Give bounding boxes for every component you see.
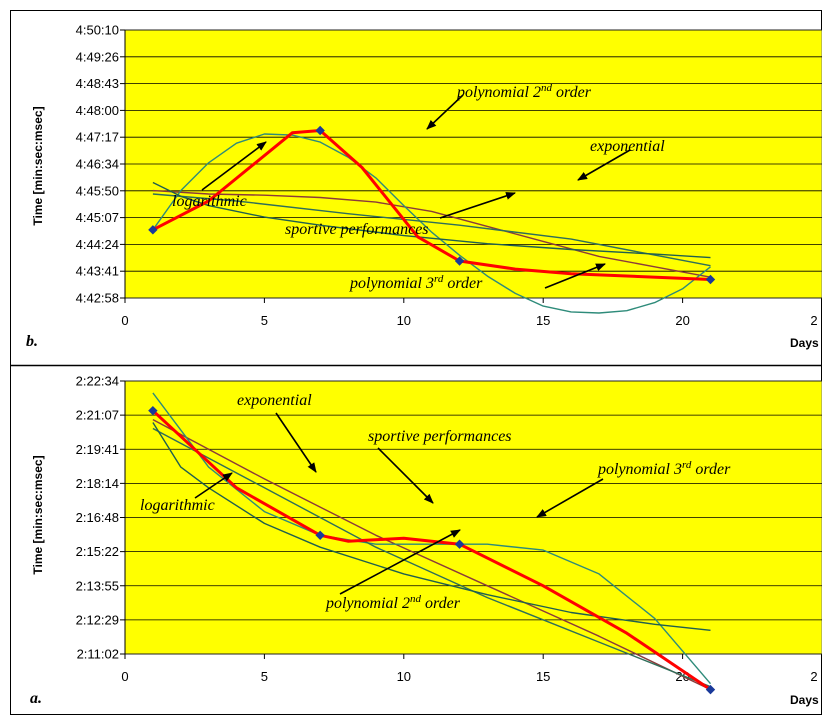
y-tick-label: 2:15:22 — [76, 544, 119, 559]
x-tick-label: 0 — [121, 669, 128, 684]
annotation-arrow — [339, 529, 461, 595]
annotation-label: exponential — [590, 138, 665, 155]
annotation-label: exponential — [237, 392, 312, 409]
annotation-arrow — [426, 94, 464, 130]
x-tick-label: 20 — [675, 313, 689, 328]
x-axis-label: Days — [790, 336, 819, 350]
y-tick-label: 4:47:17 — [76, 130, 119, 145]
annotation-label: logarithmic — [172, 193, 247, 210]
series-line-exponential — [152, 427, 711, 688]
y-tick-label: 2:18:14 — [76, 476, 119, 491]
annotation-arrow — [194, 472, 233, 499]
annotation-arrow — [377, 447, 434, 504]
y-axis-label: Time [min:sec:msec] — [31, 455, 45, 574]
annotation-label: polynomial 2nd order — [456, 82, 592, 101]
y-tick-label: 2:16:48 — [76, 510, 119, 525]
y-tick-label: 2:13:55 — [76, 578, 119, 593]
x-tick-label: 15 — [536, 313, 550, 328]
data-point-marker — [315, 125, 325, 136]
data-point-marker — [148, 225, 158, 235]
series-line-sportive-performances — [151, 409, 712, 691]
y-tick-label: 4:50:10 — [76, 23, 119, 38]
series-line-polynomial-2nd-order — [152, 418, 711, 691]
panel-label: b. — [26, 333, 38, 350]
x-tick-label: 2 — [810, 669, 817, 684]
y-tick-label: 4:43:41 — [76, 264, 119, 279]
data-point-marker — [454, 539, 465, 549]
series-line-sportive-performances — [152, 129, 711, 281]
x-tick-label: 10 — [397, 669, 411, 684]
data-point-marker — [705, 274, 716, 285]
annotation-label: sportive performances — [285, 221, 429, 238]
y-tick-label: 4:44:24 — [76, 237, 119, 252]
chart-a: 2:22:34 2:21:07 2:19:41 2:18:14 2:16:48 2:15:… — [30, 374, 822, 707]
series-line-polynomial-2nd-order — [152, 189, 711, 278]
data-point-marker — [315, 530, 325, 541]
panel-label: a. — [30, 690, 42, 707]
annotation-arrow — [439, 192, 516, 219]
x-axis-label: Days — [790, 693, 819, 707]
series-line-logarithmic — [152, 181, 711, 259]
y-tick-label: 4:45:50 — [76, 183, 119, 198]
x-tick-label: 15 — [536, 669, 550, 684]
annotation-arrow — [544, 263, 606, 289]
y-tick-label: 2:12:29 — [76, 612, 119, 627]
x-tick-label: 10 — [397, 313, 411, 328]
x-tick-label: 0 — [121, 313, 128, 328]
chart-b: 4:50:10 4:49:26 4:48:43 4:48:00 4:47:17 4:46:… — [26, 23, 822, 350]
y-tick-label: 2:11:02 — [77, 647, 119, 662]
x-tick-label: 2 — [810, 313, 817, 328]
series-line-polynomial-3rd-order — [152, 133, 711, 314]
annotation-label: polynomial 3rd order — [349, 273, 483, 292]
y-tick-label: 4:48:43 — [76, 76, 119, 91]
x-tick-label: 5 — [261, 669, 268, 684]
data-point-marker — [454, 256, 465, 266]
y-tick-label: 2:19:41 — [76, 442, 119, 457]
data-point-marker — [705, 684, 716, 695]
y-tick-label: 2:21:07 — [76, 408, 119, 423]
x-tick-label: 5 — [261, 313, 268, 328]
y-axis-label: Time [min:sec:msec] — [31, 106, 45, 225]
data-point-marker — [148, 405, 158, 416]
annotation-arrow — [201, 141, 267, 191]
y-tick-label: 4:42:58 — [76, 291, 119, 306]
annotation-arrow — [577, 149, 631, 181]
annotation-label: sportive performances — [368, 428, 512, 445]
y-tick-label: 4:48:00 — [76, 103, 119, 118]
annotation-arrow — [275, 412, 317, 473]
annotation-label: logarithmic — [140, 497, 215, 514]
annotation-arrow — [536, 478, 604, 518]
series-line-logarithmic — [152, 422, 711, 631]
annotation-label: polynomial 2nd order — [325, 593, 461, 612]
y-tick-label: 4:46:34 — [76, 157, 119, 172]
y-tick-label: 2:22:34 — [76, 374, 119, 389]
y-tick-label: 4:49:26 — [76, 49, 119, 64]
y-tick-label: 4:45:07 — [76, 210, 119, 225]
annotation-label: polynomial 3rd order — [597, 459, 731, 478]
